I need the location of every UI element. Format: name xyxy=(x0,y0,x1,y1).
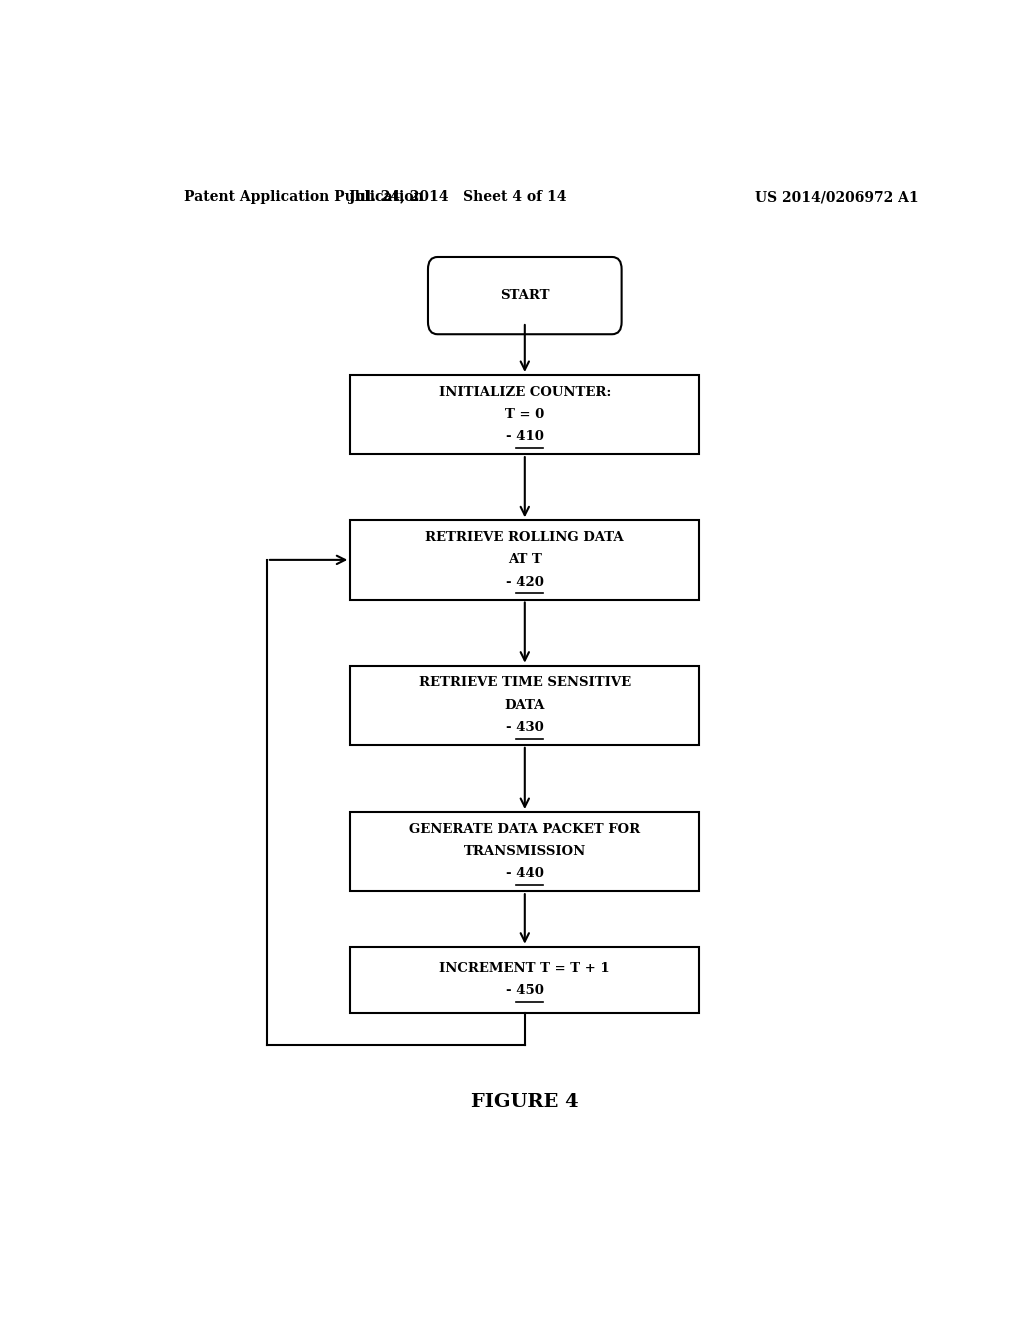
Bar xyxy=(350,665,699,744)
Text: Patent Application Publication: Patent Application Publication xyxy=(183,190,423,205)
FancyBboxPatch shape xyxy=(428,257,622,334)
Text: START: START xyxy=(500,289,550,302)
Text: GENERATE DATA PACKET FOR: GENERATE DATA PACKET FOR xyxy=(410,822,640,836)
Bar xyxy=(350,520,699,599)
Text: INITIALIZE COUNTER:: INITIALIZE COUNTER: xyxy=(438,385,611,399)
Text: - 410: - 410 xyxy=(506,430,544,444)
Text: - 420: - 420 xyxy=(506,576,544,589)
Text: - 430: - 430 xyxy=(506,721,544,734)
Text: - 450: - 450 xyxy=(506,985,544,998)
Bar xyxy=(350,375,699,454)
Text: TRANSMISSION: TRANSMISSION xyxy=(464,845,586,858)
Text: INCREMENT T = T + 1: INCREMENT T = T + 1 xyxy=(439,962,610,975)
Text: RETRIEVE ROLLING DATA: RETRIEVE ROLLING DATA xyxy=(426,531,624,544)
Text: RETRIEVE TIME SENSITIVE: RETRIEVE TIME SENSITIVE xyxy=(419,676,631,689)
Text: DATA: DATA xyxy=(505,698,545,711)
Bar xyxy=(350,946,699,1012)
Text: Jul. 24, 2014   Sheet 4 of 14: Jul. 24, 2014 Sheet 4 of 14 xyxy=(348,190,566,205)
Text: T = 0: T = 0 xyxy=(505,408,545,421)
Text: US 2014/0206972 A1: US 2014/0206972 A1 xyxy=(755,190,919,205)
Text: - 440: - 440 xyxy=(506,867,544,880)
Bar xyxy=(350,812,699,891)
Text: AT T: AT T xyxy=(508,553,542,566)
Text: FIGURE 4: FIGURE 4 xyxy=(471,1093,579,1110)
